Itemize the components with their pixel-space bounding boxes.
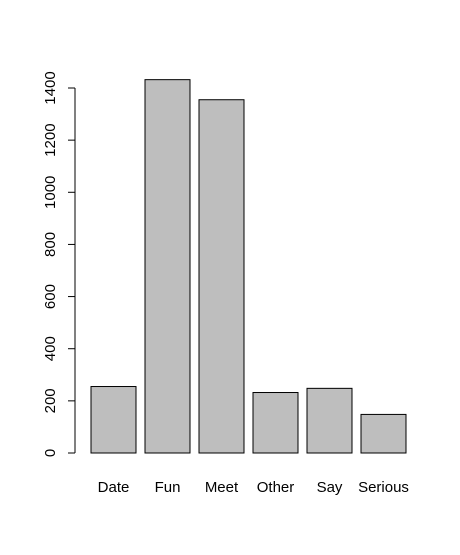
y-tick-label: 1000 <box>42 176 59 209</box>
x-tick-label-meet: Meet <box>205 479 239 496</box>
bar-meet <box>198 99 245 454</box>
x-axis-labels: Date Fun Meet Other Say Serious <box>98 479 409 496</box>
x-tick-label-fun: Fun <box>155 479 181 496</box>
y-tick-label: 0 <box>42 449 59 457</box>
y-tick-label: 400 <box>42 336 59 361</box>
bar-serious <box>360 413 407 454</box>
y-tick-label: 1200 <box>42 123 59 156</box>
bar-say <box>306 387 353 454</box>
bar-other <box>252 392 299 454</box>
y-tick-label: 600 <box>42 284 59 309</box>
y-axis: 0 200 400 600 800 1000 1200 1400 <box>42 71 76 457</box>
bars <box>90 79 407 454</box>
bar-fun <box>144 79 191 454</box>
x-tick-label-other: Other <box>257 479 295 496</box>
x-tick-label-serious: Serious <box>358 479 409 496</box>
x-tick-label-date: Date <box>98 479 130 496</box>
y-tick-label: 1400 <box>42 71 59 104</box>
x-tick-label-say: Say <box>317 479 343 496</box>
y-tick-label: 800 <box>42 232 59 257</box>
bar-date <box>90 386 137 454</box>
y-tick-label: 200 <box>42 388 59 413</box>
